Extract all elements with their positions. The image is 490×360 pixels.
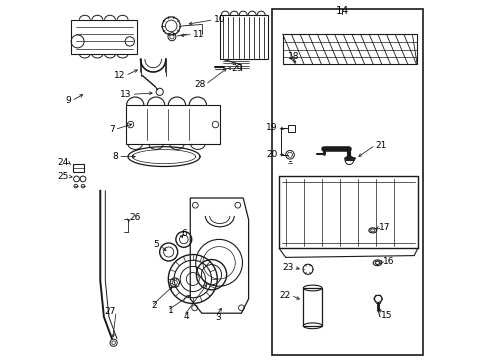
Text: 12: 12 bbox=[114, 71, 125, 80]
Text: 27: 27 bbox=[105, 307, 116, 316]
Bar bbox=[283, 34, 417, 64]
Bar bbox=[272, 9, 423, 355]
Text: 4: 4 bbox=[184, 311, 190, 320]
Text: 22: 22 bbox=[280, 291, 291, 300]
Text: 10: 10 bbox=[214, 15, 225, 24]
Text: 8: 8 bbox=[113, 152, 118, 161]
Text: 9: 9 bbox=[66, 96, 72, 105]
Text: 11: 11 bbox=[193, 30, 204, 39]
Bar bbox=[288, 125, 295, 132]
Text: 23: 23 bbox=[282, 263, 294, 271]
Text: 16: 16 bbox=[383, 256, 394, 266]
Text: 13: 13 bbox=[120, 90, 132, 99]
Text: 19: 19 bbox=[266, 123, 277, 132]
Bar bbox=[220, 15, 269, 59]
Text: 24: 24 bbox=[57, 158, 69, 167]
Text: 20: 20 bbox=[266, 150, 277, 159]
Text: 15: 15 bbox=[381, 310, 392, 320]
Text: 14: 14 bbox=[336, 6, 349, 17]
Text: 21: 21 bbox=[375, 141, 387, 150]
Text: 28: 28 bbox=[194, 80, 205, 89]
Text: 29: 29 bbox=[231, 64, 243, 73]
Text: 18: 18 bbox=[288, 53, 299, 62]
Bar bbox=[73, 164, 84, 172]
Text: 25: 25 bbox=[57, 172, 69, 181]
Text: 1: 1 bbox=[168, 306, 173, 315]
Bar bbox=[303, 288, 322, 326]
Bar bbox=[126, 105, 220, 144]
Text: 3: 3 bbox=[216, 313, 221, 322]
Text: 17: 17 bbox=[379, 223, 391, 232]
Text: 26: 26 bbox=[129, 213, 141, 222]
Text: 2: 2 bbox=[151, 302, 157, 310]
Text: 5: 5 bbox=[153, 240, 159, 249]
Text: 6: 6 bbox=[181, 229, 187, 238]
Text: 7: 7 bbox=[109, 125, 115, 134]
